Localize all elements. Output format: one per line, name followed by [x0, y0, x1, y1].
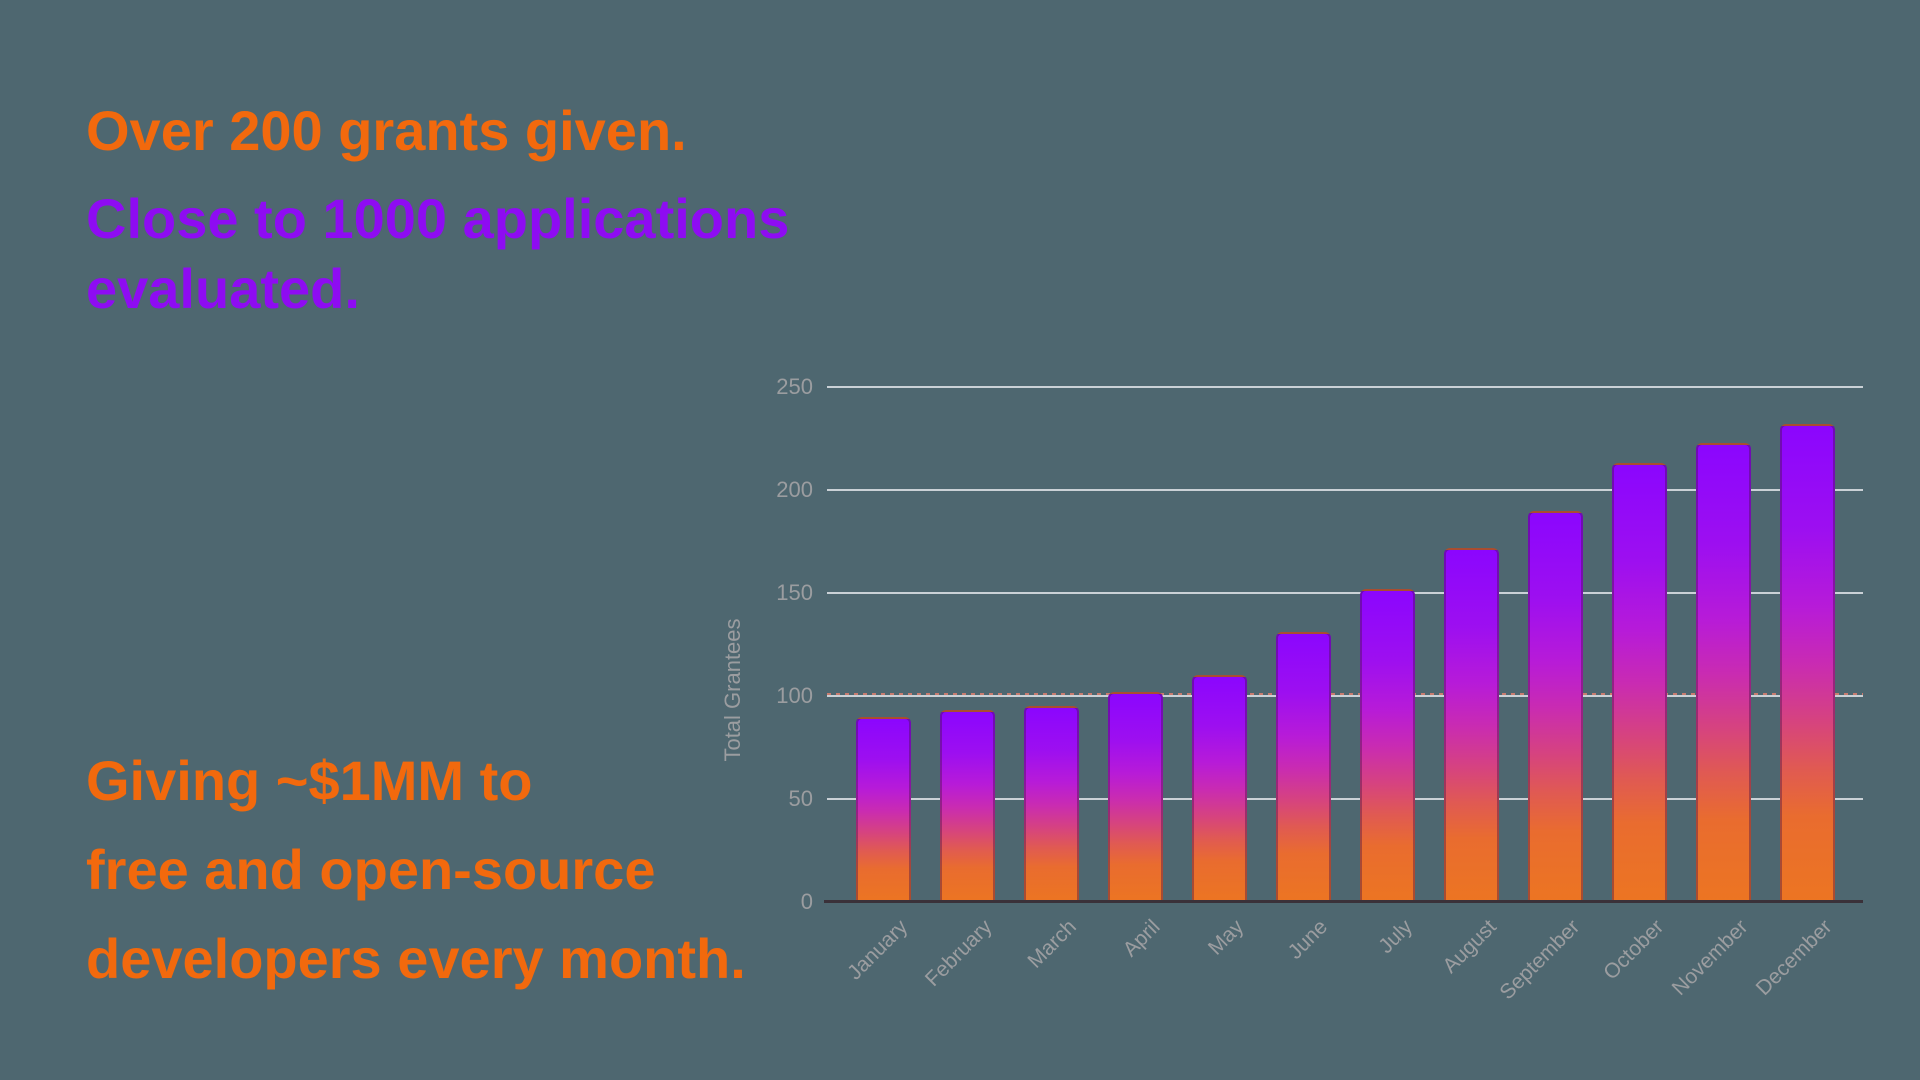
bar-august[interactable]: [1443, 547, 1499, 902]
bar-september[interactable]: [1527, 510, 1583, 902]
headline-grants-given: Over 200 grants given.: [86, 99, 687, 162]
x-tick-label-september: September: [1495, 915, 1585, 1005]
x-tick-label-april: April: [1118, 915, 1165, 962]
x-tick-label-february: February: [920, 915, 997, 991]
x-tick-label-january: January: [843, 915, 913, 985]
bar-april[interactable]: [1107, 691, 1163, 902]
footline-line3: developers every month.: [86, 927, 746, 990]
bar-may[interactable]: [1191, 675, 1247, 902]
bar-december[interactable]: [1779, 424, 1835, 902]
bar-january[interactable]: [855, 716, 911, 902]
y-tick-label-0: 0: [800, 889, 813, 914]
bar-october[interactable]: [1611, 463, 1667, 902]
headline-applications-line1: Close to 1000 applications: [86, 187, 790, 250]
footline-line2: free and open-source: [86, 838, 656, 901]
x-tick-label-march: March: [1023, 915, 1081, 973]
gridline-y-250: [827, 386, 1863, 388]
x-tick-label-july: July: [1373, 915, 1417, 958]
y-tick-label-250: 250: [776, 374, 813, 399]
x-tick-label-may: May: [1204, 915, 1249, 960]
headline-block: Over 200 grants given. Close to 1000 app…: [86, 96, 789, 324]
footline-block: Giving ~$1MM to free and open-source dev…: [86, 736, 746, 1003]
x-tick-label-november: November: [1667, 915, 1753, 1001]
x-tick-label-august: August: [1438, 915, 1501, 978]
x-tick-label-december: December: [1751, 915, 1837, 1001]
bar-february[interactable]: [939, 710, 995, 902]
bar-june[interactable]: [1275, 632, 1331, 902]
y-tick-label-150: 150: [776, 580, 813, 605]
x-tick-label-june: June: [1284, 915, 1333, 964]
x-tick-label-october: October: [1599, 915, 1669, 985]
y-tick-label-50: 50: [788, 786, 813, 811]
bar-july[interactable]: [1359, 588, 1415, 902]
bar-march[interactable]: [1023, 706, 1079, 902]
bar-november[interactable]: [1695, 442, 1751, 902]
headline-applications-line2: evaluated.: [86, 257, 360, 320]
y-tick-label-100: 100: [776, 683, 813, 708]
y-tick-label-200: 200: [776, 477, 813, 502]
footline-line1: Giving ~$1MM to: [86, 749, 533, 812]
